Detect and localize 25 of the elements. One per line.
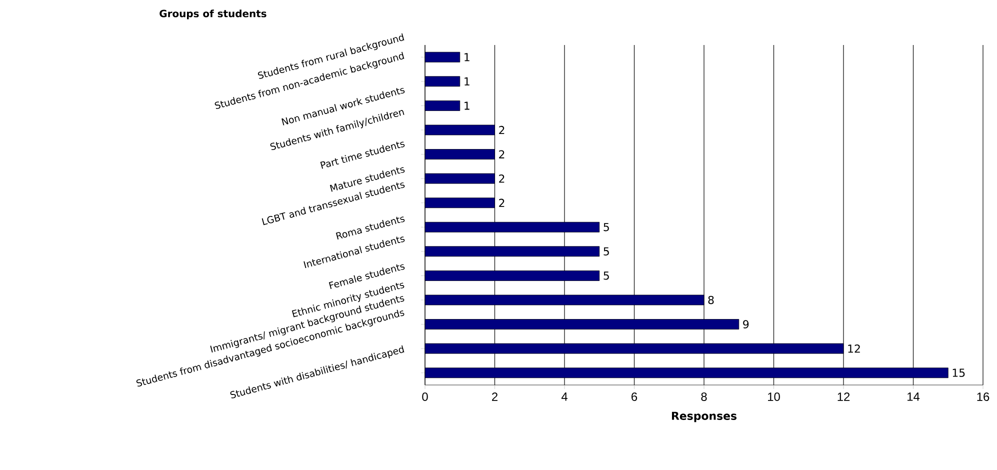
data-label: 15 — [952, 368, 965, 377]
x-tick-label: 6 — [632, 392, 638, 401]
y-axis-title: Groups of students — [160, 10, 266, 20]
data-label: 5 — [604, 247, 609, 256]
data-label: 2 — [499, 150, 504, 158]
data-label: 9 — [743, 320, 749, 328]
data-label: 12 — [848, 344, 860, 353]
data-label: 5 — [604, 272, 609, 280]
x-tick-label: 2 — [492, 392, 498, 401]
data-label: 8 — [708, 296, 714, 304]
data-label: 2 — [499, 174, 504, 183]
x-tick-label: 16 — [977, 392, 990, 401]
x-tick-label: 10 — [768, 392, 780, 401]
data-label: 2 — [499, 126, 504, 134]
data-label: 1 — [464, 53, 470, 62]
x-tick-label: 14 — [908, 392, 920, 401]
data-label: 5 — [604, 223, 609, 232]
data-label: 1 — [464, 102, 470, 110]
x-axis-title: Responses — [672, 412, 736, 422]
x-tick-label: 4 — [561, 392, 568, 401]
x-tick-label: 0 — [422, 392, 428, 401]
data-label: 2 — [499, 198, 504, 207]
data-label: 1 — [464, 77, 470, 86]
x-tick-label: 8 — [701, 392, 707, 401]
x-tick-label: 12 — [838, 392, 850, 401]
